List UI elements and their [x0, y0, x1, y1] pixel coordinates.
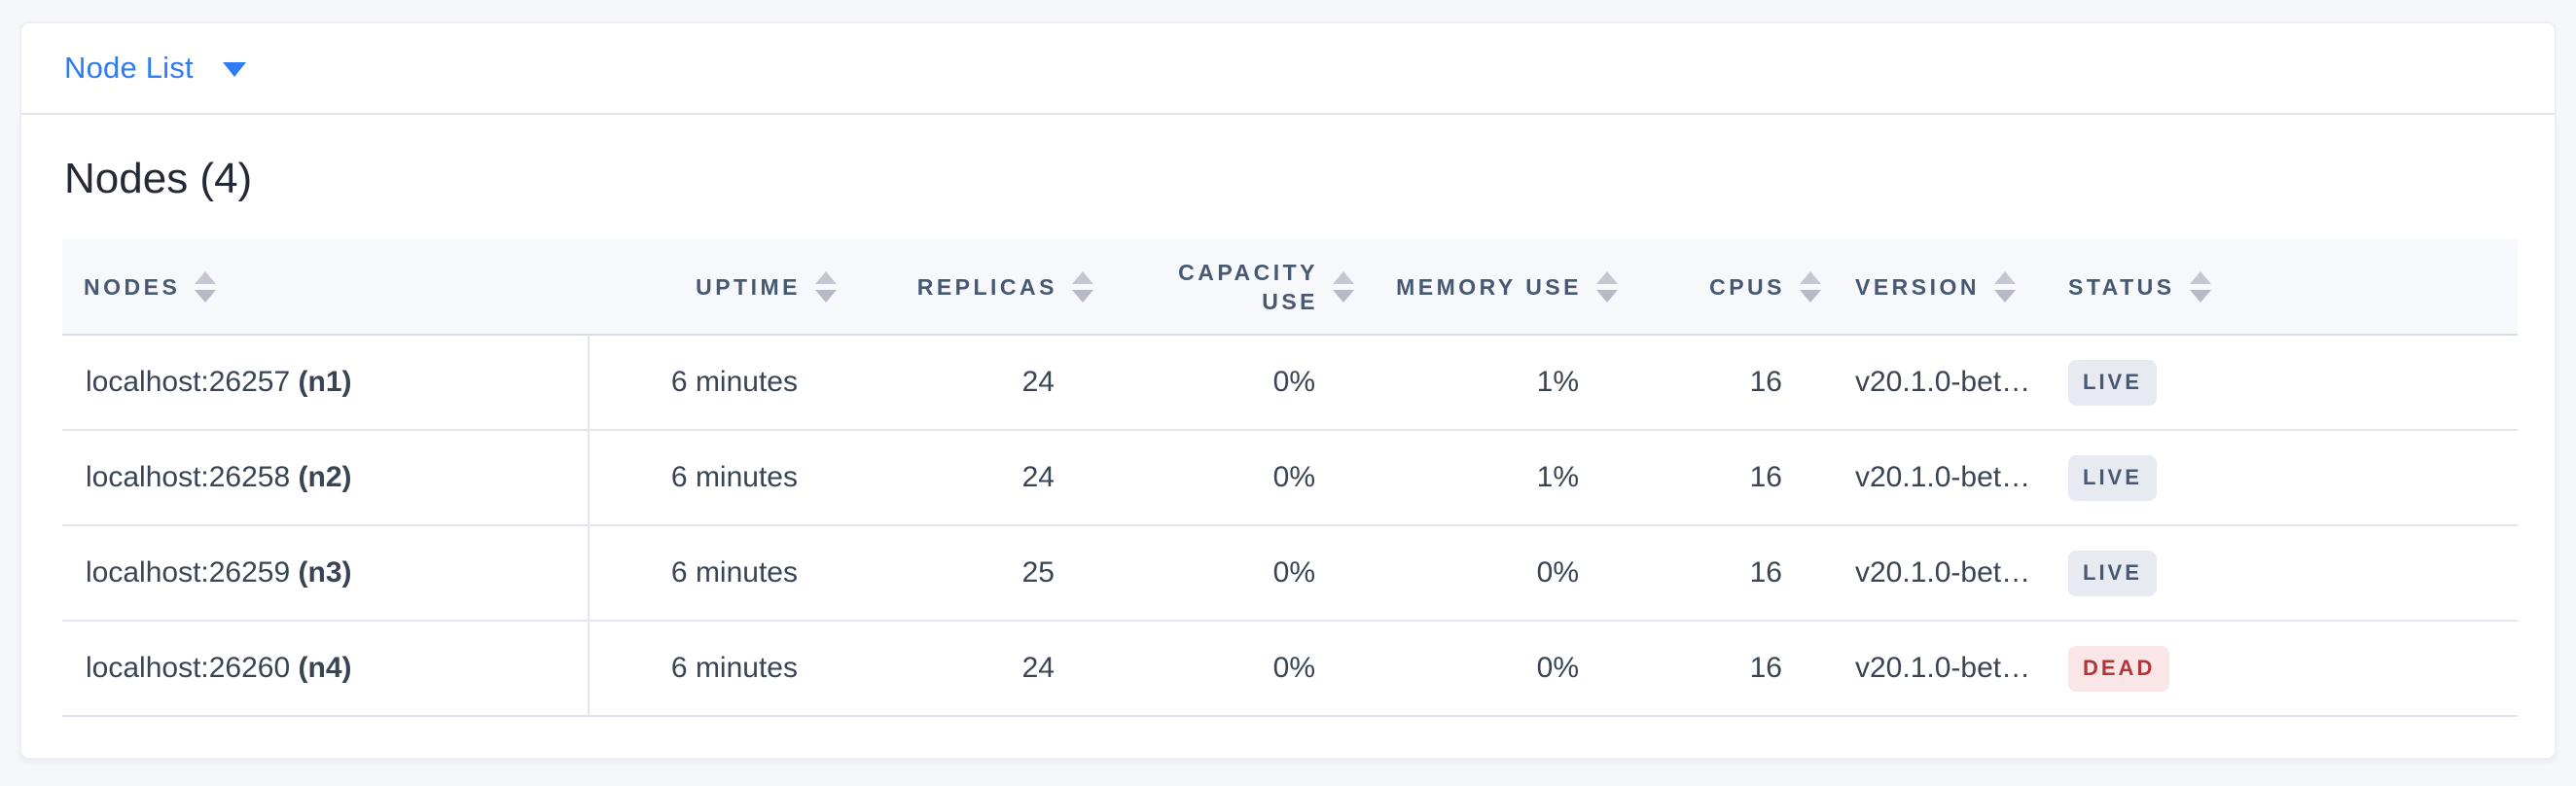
- column-header-status[interactable]: STATUS: [2068, 239, 2518, 336]
- sort-icon: [1800, 270, 1821, 303]
- status-cell: LIVE: [2068, 430, 2518, 526]
- column-header-memory-use[interactable]: MEMORY USE: [1354, 239, 1618, 336]
- page-title: Nodes (4): [64, 155, 253, 202]
- table-row[interactable]: localhost:26258 (n2) 6 minutes 24 0% 1% …: [62, 430, 2518, 526]
- page: Node List Nodes (4) NODES UPTIME: [19, 21, 2557, 760]
- status-badge: LIVE: [2068, 359, 2157, 406]
- status-cell: LIVE: [2068, 335, 2518, 431]
- memory-use-cell: 0%: [1354, 621, 1618, 717]
- status-badge: LIVE: [2068, 550, 2157, 596]
- replicas-cell: 24: [837, 621, 1093, 717]
- cpus-cell: 16: [1618, 430, 1821, 526]
- view-selector-dropdown[interactable]: Node List: [64, 51, 246, 86]
- table-row[interactable]: localhost:26259 (n3) 6 minutes 25 0% 0% …: [62, 525, 2518, 622]
- uptime-cell: 6 minutes: [589, 621, 837, 717]
- memory-use-cell: 0%: [1354, 525, 1618, 622]
- column-header-version[interactable]: VERSION: [1821, 239, 2068, 336]
- cpus-cell: 16: [1618, 621, 1821, 717]
- column-header-replicas[interactable]: REPLICAS: [837, 239, 1093, 336]
- node-id: (n4): [298, 652, 352, 684]
- sort-icon: [815, 270, 837, 303]
- column-header-nodes[interactable]: NODES: [62, 239, 589, 336]
- caret-down-icon: [222, 62, 246, 77]
- replicas-cell: 25: [837, 525, 1093, 622]
- node-address-cell: localhost:26259 (n3): [62, 525, 590, 622]
- cpus-cell: 16: [1618, 525, 1821, 622]
- table-row[interactable]: localhost:26260 (n4) 6 minutes 24 0% 0% …: [62, 621, 2518, 717]
- view-selector-bar: Node List: [19, 21, 2557, 115]
- node-address-cell: localhost:26258 (n2): [62, 430, 590, 526]
- nodes-table: NODES UPTIME REPLICAS CAPACITY USE MEMOR…: [62, 239, 2518, 717]
- version-cell: v20.1.0-bet…: [1821, 621, 2068, 717]
- uptime-cell: 6 minutes: [589, 335, 837, 431]
- status-cell: DEAD: [2068, 621, 2518, 717]
- capacity-use-cell: 0%: [1093, 335, 1354, 431]
- column-header-capacity-use[interactable]: CAPACITY USE: [1093, 239, 1354, 336]
- column-header-cpus[interactable]: CPUS: [1618, 239, 1821, 336]
- sort-icon: [1994, 270, 2017, 303]
- sort-icon: [2189, 270, 2211, 303]
- status-badge: DEAD: [2068, 645, 2170, 692]
- node-address-cell: localhost:26260 (n4): [62, 621, 590, 717]
- node-address-cell: localhost:26257 (n1): [62, 335, 590, 431]
- version-cell: v20.1.0-bet…: [1821, 335, 2068, 431]
- memory-use-cell: 1%: [1354, 430, 1618, 526]
- table-header-row: NODES UPTIME REPLICAS CAPACITY USE MEMOR…: [62, 239, 2518, 336]
- status-badge: LIVE: [2068, 454, 2157, 501]
- sort-icon: [1333, 270, 1354, 303]
- node-id: (n1): [298, 366, 352, 398]
- node-id: (n2): [298, 461, 352, 493]
- capacity-use-cell: 0%: [1093, 430, 1354, 526]
- uptime-cell: 6 minutes: [589, 525, 837, 622]
- column-header-uptime[interactable]: UPTIME: [589, 239, 837, 336]
- sort-icon: [1596, 270, 1618, 303]
- sort-icon: [195, 270, 217, 303]
- capacity-use-cell: 0%: [1093, 621, 1354, 717]
- replicas-cell: 24: [837, 335, 1093, 431]
- uptime-cell: 6 minutes: [589, 430, 837, 526]
- replicas-cell: 24: [837, 430, 1093, 526]
- status-cell: LIVE: [2068, 525, 2518, 622]
- version-cell: v20.1.0-bet…: [1821, 430, 2068, 526]
- nodes-card: Nodes (4) NODES UPTIME REPLICAS: [19, 115, 2557, 760]
- sort-icon: [1072, 270, 1093, 303]
- view-selector-label: Node List: [64, 51, 194, 85]
- memory-use-cell: 1%: [1354, 335, 1618, 431]
- cpus-cell: 16: [1618, 335, 1821, 431]
- capacity-use-cell: 0%: [1093, 525, 1354, 622]
- node-id: (n3): [298, 556, 352, 589]
- version-cell: v20.1.0-bet…: [1821, 525, 2068, 622]
- table-row[interactable]: localhost:26257 (n1) 6 minutes 24 0% 1% …: [62, 335, 2518, 431]
